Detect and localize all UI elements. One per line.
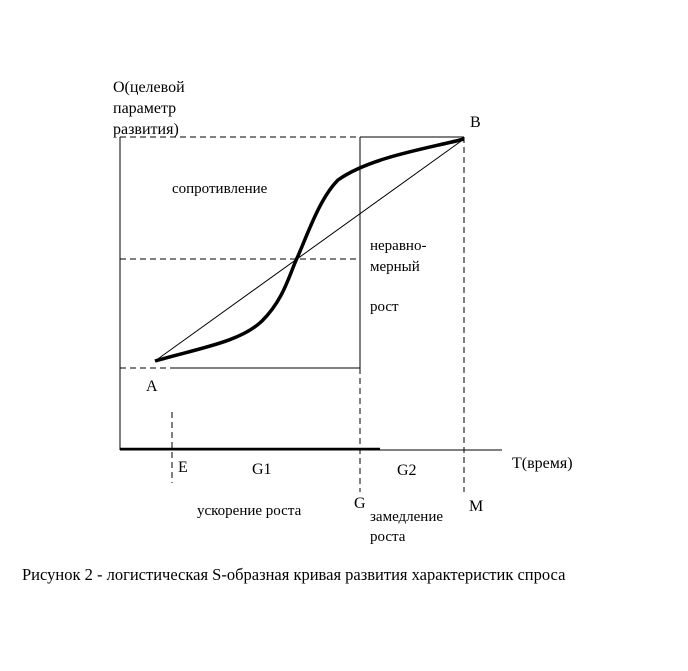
resistance-label: сопротивление [172, 181, 268, 197]
x-axis-label: T(время) [512, 455, 573, 472]
deceleration-line-1: замедление [370, 509, 443, 525]
deceleration-label: замедление роста [370, 509, 447, 545]
s-curve [154, 137, 465, 363]
uneven-growth-line-3: рост [370, 299, 399, 315]
y-axis-label-line-2: параметр [113, 100, 176, 117]
segment-label-g1: G1 [252, 461, 272, 478]
point-label-e: E [178, 459, 188, 476]
uneven-growth-label: неравно- мерный рост [370, 238, 430, 315]
y-axis-label-line-1: O(целевой [113, 79, 185, 96]
deceleration-line-2: роста [370, 529, 406, 545]
figure-caption: Рисунок 2 - логистическая S-образная кри… [22, 565, 566, 584]
point-label-a: A [146, 378, 158, 395]
point-label-b: B [470, 114, 481, 131]
acceleration-label: ускорение роста [197, 503, 302, 519]
uneven-growth-line-2: мерный [370, 259, 420, 275]
y-axis-label-line-3: развития) [113, 121, 179, 138]
point-label-m: M [469, 498, 483, 515]
uneven-growth-line-1: неравно- [370, 238, 426, 254]
diagonal-line-ab [154, 138, 465, 362]
point-label-g: G [354, 495, 366, 512]
y-axis-label: O(целевой параметр развития) [113, 79, 189, 138]
segment-label-g2: G2 [397, 462, 417, 479]
